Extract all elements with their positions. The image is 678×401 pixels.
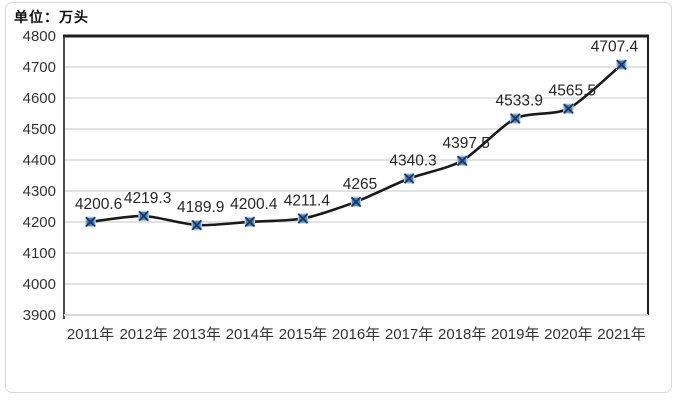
x-axis-tick-label: 2020年 (544, 326, 592, 343)
y-axis-tick-label: 4500 (23, 121, 56, 138)
marker-x-stroke (510, 113, 521, 124)
y-axis-tick-label: 4600 (23, 90, 56, 107)
data-point-label: 4565.5 (549, 83, 596, 100)
x-axis-tick-label: 2018年 (438, 326, 486, 343)
marker-x-stroke (616, 59, 627, 70)
marker-x-stroke (456, 155, 468, 167)
marker-x-stroke (350, 196, 362, 208)
marker-x-stroke (191, 219, 202, 231)
data-point-label: 4397.5 (442, 135, 489, 152)
x-axis-tick-label: 2017年 (385, 326, 433, 343)
data-point-label: 4533.9 (496, 92, 543, 109)
marker-x-stroke (563, 103, 574, 114)
y-axis-tick-label: 4200 (23, 214, 56, 231)
data-point-label: 4219.3 (124, 190, 171, 207)
x-axis-tick-label: 2021年 (597, 326, 645, 343)
marker-x-stroke (297, 213, 309, 224)
marker-x-stroke (85, 216, 96, 228)
data-point-label: 4200.4 (230, 196, 278, 213)
y-axis-tick-label: 4700 (23, 59, 56, 76)
marker-x-stroke (403, 173, 415, 184)
x-axis-tick-label: 2015年 (279, 326, 327, 343)
chart-canvas: 单位：万头 3900 4000 4100 4200 4300 4400 4500 4600 47… (5, 2, 672, 393)
data-point-label: 4211.4 (284, 192, 331, 209)
y-axis-tick-label: 4800 (23, 28, 56, 45)
x-axis-tick-label: 2012年 (119, 326, 167, 343)
y-axis-tick-label: 4300 (23, 183, 56, 200)
marker-x-stroke (138, 210, 149, 222)
marker-x-stroke (244, 216, 256, 228)
data-point-label: 4707.4 (591, 39, 639, 56)
x-axis-tick-label: 2011年 (67, 326, 114, 343)
x-axis-tick-label: 2016年 (332, 326, 380, 343)
line-chart: 3900 4000 4100 4200 4300 4400 4500 4600 4700 4800… (23, 28, 649, 343)
x-axis-tick-label: 2019年 (491, 326, 539, 343)
y-axis-tick-label: 4000 (23, 276, 56, 293)
data-point-label: 4200.6 (75, 196, 122, 213)
x-axis-tick-label: 2013年 (173, 326, 221, 343)
unit-label: 单位：万头 (14, 9, 89, 25)
y-axis-tick-label: 4400 (23, 152, 56, 169)
data-point-label: 4189.9 (177, 199, 224, 216)
x-axis-tick-label: 2014年 (226, 326, 274, 343)
data-point-label: 4265 (343, 176, 377, 193)
y-axis-tick-label: 4100 (23, 245, 56, 262)
data-point-label: 4340.3 (389, 153, 436, 170)
y-axis-tick-label: 3900 (23, 307, 56, 324)
